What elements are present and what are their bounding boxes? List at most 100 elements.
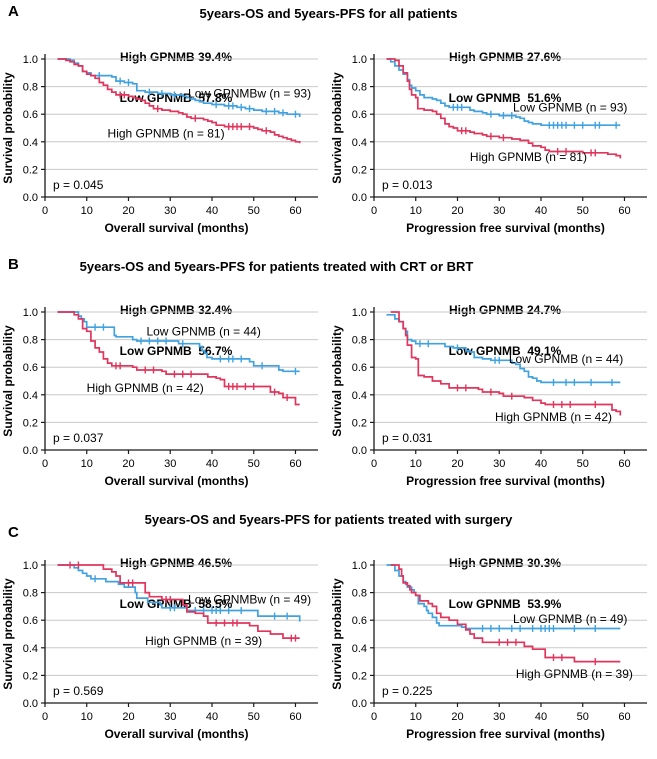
y-tick-label: 1.0 xyxy=(352,307,367,319)
x-tick-label: 40 xyxy=(206,458,218,470)
panel-a-letter: A xyxy=(8,3,19,20)
y-tick-label: 0.8 xyxy=(23,335,38,347)
x-tick-label: 30 xyxy=(493,458,505,470)
panel-a-title-row: A 5years-OS and 5years-PFS for all patie… xyxy=(0,0,657,24)
high-gpnmb-rate: High GPNMB 46.5% xyxy=(119,556,233,570)
x-tick-label: 0 xyxy=(371,711,377,723)
y-tick-label: 1.0 xyxy=(352,560,367,572)
x-tick-label: 40 xyxy=(535,711,547,723)
y-tick-label: 0.0 xyxy=(23,445,38,457)
x-tick-label: 0 xyxy=(42,458,48,470)
survival-rate-annotation: High GPNMB 46.5% Low GPNMB 58.5% xyxy=(24,530,328,610)
km-chart-svg: 0.0 0.2 0.4 0.6 0.8 1.0 0 10 20 30 40 50 60 Overall s… xyxy=(1,307,318,488)
series-label-low-gpnmb: Low GPNMB (n = 93) xyxy=(513,100,627,114)
chart-pfs-crt-brt: High GPNMB 24.7% Low GPNMB 49.1% 0.0 0.2 0… xyxy=(328,277,657,504)
x-tick-label: 60 xyxy=(289,458,301,470)
high-gpnmb-rate: High GPNMB 27.6% xyxy=(448,50,562,64)
y-tick-label: 0.0 xyxy=(23,698,38,710)
p-value-label: p = 0.045 xyxy=(53,178,104,192)
high-gpnmb-rate: High GPNMB 24.7% xyxy=(448,303,562,317)
series-label-low-gpnmb: Low GPNMBw (n = 49) xyxy=(188,593,311,607)
x-axis-title: Overall survival (months) xyxy=(104,474,248,488)
y-tick-label: 0.0 xyxy=(352,192,367,204)
y-tick-label: 0.8 xyxy=(23,82,38,94)
y-tick-label: 0.6 xyxy=(352,109,367,121)
p-value-label: p = 0.013 xyxy=(382,178,433,192)
y-tick-label: 0.6 xyxy=(352,362,367,374)
x-tick-label: 50 xyxy=(248,205,260,217)
km-chart-svg: 0.0 0.2 0.4 0.6 0.8 1.0 0 10 20 30 40 50 60 Progressi… xyxy=(330,560,647,741)
high-gpnmb-rate: High GPNMB 30.3% xyxy=(448,556,562,570)
km-curve-high-gpnmb xyxy=(386,58,622,159)
x-tick-label: 20 xyxy=(451,458,463,470)
x-tick-label: 50 xyxy=(248,711,260,723)
y-tick-label: 1.0 xyxy=(23,560,38,572)
x-tick-label: 10 xyxy=(81,711,93,723)
x-tick-label: 30 xyxy=(164,458,176,470)
y-axis-title: Survival probability xyxy=(330,72,344,184)
y-tick-label: 0.8 xyxy=(23,588,38,600)
x-axis-title: Progression free survival (months) xyxy=(406,474,605,488)
panel-c-title: 5years-OS and 5years-PFS for patients tr… xyxy=(144,512,513,527)
x-tick-label: 0 xyxy=(371,205,377,217)
chart-pfs-all-patients: High GPNMB 27.6% Low GPNMB 51.6% 0.0 0.2 0… xyxy=(328,24,657,251)
km-curve-high-gpnmb xyxy=(57,58,301,144)
panel-c-charts: High GPNMB 46.5% Low GPNMB 58.5% 0.0 0.2 0… xyxy=(0,530,657,757)
y-tick-label: 0.6 xyxy=(23,109,38,121)
low-gpnmb-rate: Low GPNMB 53.9% xyxy=(448,596,562,611)
km-chart-svg: 0.0 0.2 0.4 0.6 0.8 1.0 0 10 20 30 40 50 60 Progressi… xyxy=(330,307,647,488)
km-chart-svg: 0.0 0.2 0.4 0.6 0.8 1.0 0 10 20 30 40 50 60 Progressi… xyxy=(330,54,647,235)
km-curve-high-gpnmb xyxy=(57,311,300,406)
chart-pfs-surgery: High GPNMB 30.3% Low GPNMB 53.9% 0.0 0.2 0… xyxy=(328,530,657,757)
y-tick-label: 0.6 xyxy=(23,615,38,627)
panel-a: A 5years-OS and 5years-PFS for all patie… xyxy=(0,0,657,253)
p-value-label: p = 0.569 xyxy=(53,684,104,698)
series-label-high-gpnmb: High GPNMB (n = 39) xyxy=(145,634,262,648)
x-axis-title: Progression free survival (months) xyxy=(406,727,605,741)
panel-b-title-row: B 5years-OS and 5years-PFS for patients … xyxy=(0,253,657,277)
x-tick-label: 50 xyxy=(577,711,589,723)
y-tick-label: 0.8 xyxy=(352,335,367,347)
x-tick-label: 50 xyxy=(577,205,589,217)
x-tick-label: 20 xyxy=(122,205,134,217)
x-tick-label: 0 xyxy=(42,205,48,217)
chart-os-crt-brt: High GPNMB 32.4% Low GPNMB 56.7% 0.0 0.2 0… xyxy=(0,277,328,504)
panel-c: C 5years-OS and 5years-PFS for patients … xyxy=(0,506,657,759)
series-label-high-gpnmb: High GPNMB (n = 42) xyxy=(87,381,204,395)
x-tick-label: 10 xyxy=(410,711,422,723)
series-label-low-gpnmb: Low GPNMB (n = 49) xyxy=(513,612,627,626)
high-gpnmb-rate: High GPNMB 32.4% xyxy=(119,303,233,317)
y-tick-label: 0.0 xyxy=(352,698,367,710)
survival-rate-annotation: High GPNMB 32.4% Low GPNMB 56.7% xyxy=(24,277,328,357)
series-label-high-gpnmb: High GPNMB (n = 81) xyxy=(108,127,225,141)
y-axis-title: Survival probability xyxy=(1,325,15,437)
x-tick-label: 60 xyxy=(289,205,301,217)
x-tick-label: 40 xyxy=(535,458,547,470)
x-tick-label: 0 xyxy=(371,458,377,470)
p-value-label: p = 0.037 xyxy=(53,431,104,445)
x-tick-label: 60 xyxy=(289,711,301,723)
y-tick-label: 0.4 xyxy=(23,137,38,149)
x-tick-label: 50 xyxy=(248,458,260,470)
y-tick-label: 0.8 xyxy=(352,588,367,600)
x-tick-label: 60 xyxy=(618,711,630,723)
x-tick-label: 20 xyxy=(122,458,134,470)
x-tick-label: 30 xyxy=(164,711,176,723)
y-tick-label: 0.4 xyxy=(352,390,367,402)
series-label-high-gpnmb: High GPNMB (n = 42) xyxy=(495,410,612,424)
panel-a-title: 5years-OS and 5years-PFS for all patient… xyxy=(199,6,458,21)
chart-os-all-patients: High GPNMB 39.4% Low GPNMB 57.8% 0.0 0.2 0… xyxy=(0,24,328,251)
y-tick-label: 0.4 xyxy=(352,643,367,655)
series-label-low-gpnmb: Low GPNMB (n = 44) xyxy=(146,324,260,338)
y-tick-label: 1.0 xyxy=(352,54,367,66)
series-label-low-gpnmb: Low GPNMB (n = 44) xyxy=(509,352,623,366)
survival-rate-annotation: High GPNMB 27.6% Low GPNMB 51.6% xyxy=(353,24,657,104)
y-tick-label: 0.2 xyxy=(23,164,38,176)
y-tick-label: 0.6 xyxy=(352,615,367,627)
panel-b-title: 5years-OS and 5years-PFS for patients tr… xyxy=(79,259,474,274)
x-tick-label: 10 xyxy=(81,458,93,470)
x-tick-label: 30 xyxy=(493,205,505,217)
y-tick-label: 0.0 xyxy=(352,445,367,457)
y-tick-label: 0.2 xyxy=(23,670,38,682)
